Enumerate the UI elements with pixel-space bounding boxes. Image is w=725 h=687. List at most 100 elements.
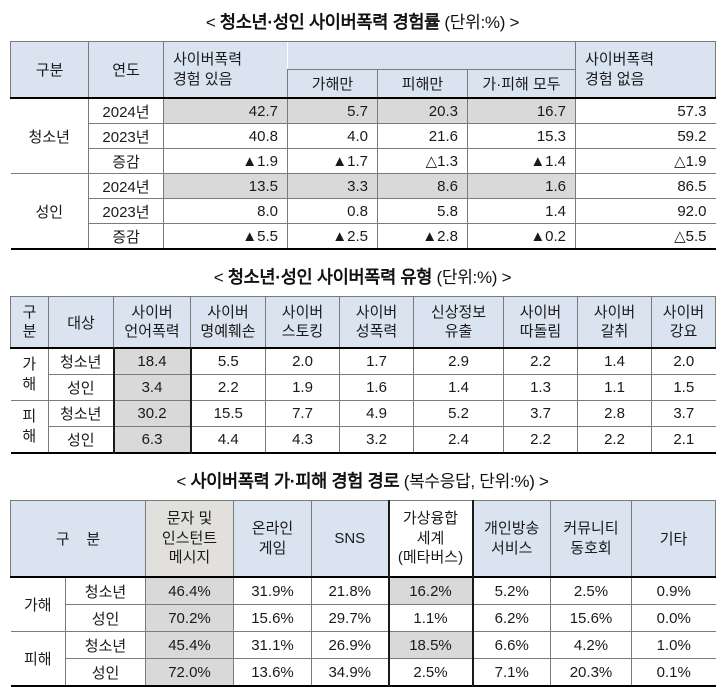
table1-group-youth: 청소년 2024년 42.7 5.7 20.3 16.7 57.3 2023년 … <box>10 97 716 174</box>
title-text: 청소년·성인 사이버폭력 경험률 <box>219 12 440 32</box>
value-cell: 4.0 <box>287 123 378 149</box>
value-cell: 3.7 <box>503 400 578 427</box>
value-cell: 2.9 <box>413 347 504 375</box>
column-header: 사이버 갈취 <box>577 296 652 349</box>
value-cell: 0.1% <box>631 658 716 687</box>
table-row: 가해 청소년 46.4% 31.9% 21.8% 16.2% 5.2% 2.5%… <box>10 576 716 632</box>
table-row: 성인 2024년 13.5 3.3 8.6 1.6 86.5 <box>10 173 716 250</box>
value-cell: 26.9% <box>311 631 389 659</box>
title-bracket-open: < <box>213 268 224 287</box>
group-label: 가해 <box>10 576 66 632</box>
column-header: 피해만 <box>377 69 468 99</box>
table3-group-perpetration: 가해 청소년 46.4% 31.9% 21.8% 16.2% 5.2% 2.5%… <box>10 576 716 632</box>
value-cell: 1.5 <box>651 374 716 401</box>
value-cell: 45.4% <box>145 631 234 659</box>
group-label: 성인 <box>10 173 89 250</box>
table3-header: 구 분 문자 및 인스턴트 메시지 온라인 게임 SNS 가상융합 세계 (메타… <box>10 500 716 578</box>
value-cell: 3.3 <box>287 173 378 199</box>
target-cell: 청소년 <box>48 400 114 427</box>
value-cell: 4.4 <box>190 426 266 454</box>
title-text: 청소년·성인 사이버폭력 유형 <box>227 267 433 287</box>
column-header: 개인방송 서비스 <box>472 500 551 578</box>
value-cell: 4.9 <box>339 400 414 427</box>
group-label: 피 해 <box>10 400 49 454</box>
value-cell: 5.8 <box>377 198 468 224</box>
column-header: 신상정보 유출 <box>413 296 504 349</box>
column-header: 사이버 강요 <box>651 296 716 349</box>
value-cell: 8.6 <box>377 173 468 199</box>
value-cell: 0.0% <box>631 604 716 632</box>
value-cell: 1.9 <box>265 374 340 401</box>
value-cell: 1.3 <box>503 374 578 401</box>
target-cell: 성인 <box>65 658 146 687</box>
value-cell: 31.9% <box>233 576 312 605</box>
column-header: 사이버폭력 경험 없음 <box>575 41 717 99</box>
value-cell: 2.5% <box>387 658 474 687</box>
table-row: 피 해 청소년 30.2 15.5 7.7 4.9 5.2 3.7 2.8 3.… <box>10 400 716 454</box>
value-cell: 0.8 <box>287 198 378 224</box>
title-bracket-close: > <box>539 472 549 491</box>
column-header: 연도 <box>88 41 164 99</box>
value-cell: 4.2% <box>550 631 632 659</box>
value-cell: 86.5 <box>575 173 716 199</box>
experience-channel-table: 구 분 문자 및 인스턴트 메시지 온라인 게임 SNS 가상융합 세계 (메타… <box>10 500 716 687</box>
column-header: 사이버 명예훼손 <box>190 296 266 349</box>
column-header: 사이버 따돌림 <box>503 296 578 349</box>
value-cell: 2.2 <box>190 374 266 401</box>
table3-group-victimization: 피해 청소년 45.4% 31.1% 26.9% 18.5% 6.6% 4.2%… <box>10 631 716 687</box>
target-cell: 성인 <box>48 426 114 454</box>
value-cell: 1.0% <box>631 631 716 659</box>
column-header: 대상 <box>48 296 114 349</box>
target-cell: 청소년 <box>65 631 146 659</box>
column-header: 가·피해 모두 <box>466 69 577 99</box>
table-row: 피해 청소년 45.4% 31.1% 26.9% 18.5% 6.6% 4.2%… <box>10 631 716 687</box>
value-cell: 16.2% <box>387 576 474 605</box>
value-cell: 29.7% <box>311 604 389 632</box>
title-unit: (단위:%) <box>444 13 506 32</box>
value-cell: 16.7 <box>466 97 577 124</box>
value-cell: 2.0 <box>265 347 340 375</box>
value-cell: 15.6% <box>233 604 312 632</box>
value-cell: ▲0.2 <box>466 223 577 250</box>
value-cell: 15.5 <box>190 400 266 427</box>
table2-group-perpetration: 가 해 청소년 18.4 5.5 2.0 1.7 2.9 2.2 1.4 2.0… <box>10 347 716 401</box>
value-cell: 34.9% <box>311 658 389 687</box>
target-cell: 성인 <box>65 604 146 632</box>
table-row: 가 해 청소년 18.4 5.5 2.0 1.7 2.9 2.2 1.4 2.0 <box>10 347 716 401</box>
table2-group-victimization: 피 해 청소년 30.2 15.5 7.7 4.9 5.2 3.7 2.8 3.… <box>10 400 716 454</box>
value-cell: ▲2.5 <box>287 223 378 250</box>
table2-title: < 청소년·성인 사이버폭력 유형 (단위:%) > <box>10 263 715 289</box>
value-cell: 30.2 <box>112 400 192 427</box>
title-text: 사이버폭력 가·피해 경험 경로 <box>190 471 400 491</box>
value-cell: ▲1.7 <box>287 148 378 174</box>
table-row: 성인 3.4 2.2 1.9 1.6 1.4 1.3 1.1 1.5 <box>11 374 716 401</box>
value-cell: 20.3 <box>377 97 468 124</box>
value-cell: 5.2% <box>472 576 551 605</box>
column-header: 커뮤니티 동호회 <box>550 500 632 578</box>
group-label: 피해 <box>10 631 66 687</box>
value-cell: 2.5% <box>550 576 632 605</box>
title-bracket-close: > <box>501 268 512 287</box>
value-cell: 1.1% <box>387 604 474 632</box>
title-bracket-open: < <box>205 13 216 32</box>
value-cell: 21.8% <box>311 576 389 605</box>
value-cell: 8.0 <box>163 198 288 224</box>
value-cell: △1.3 <box>377 148 468 174</box>
value-cell: 42.7 <box>163 97 288 124</box>
table1-header: 구분 연도 사이버폭력 경험 있음 사이버폭력 경험 없음 가해만 피해만 가·… <box>10 41 717 99</box>
table-row: 청소년 2024년 42.7 5.7 20.3 16.7 57.3 <box>10 97 716 174</box>
value-cell: 2.8 <box>577 400 652 427</box>
column-header: 가해만 <box>287 69 378 99</box>
title-bracket-close: > <box>509 13 520 32</box>
value-cell: △5.5 <box>575 223 716 250</box>
value-cell: 1.4 <box>577 347 652 375</box>
value-cell: 6.3 <box>112 426 192 454</box>
value-cell: ▲2.8 <box>377 223 468 250</box>
column-header: 구 분 <box>10 500 146 578</box>
column-header: 사이버 성폭력 <box>339 296 414 349</box>
column-header: 문자 및 인스턴트 메시지 <box>145 500 234 578</box>
value-cell: 59.2 <box>575 123 716 149</box>
year-cell: 2023년 <box>88 198 164 224</box>
table1-group-adult: 성인 2024년 13.5 3.3 8.6 1.6 86.5 2023년 8.0… <box>10 173 716 250</box>
